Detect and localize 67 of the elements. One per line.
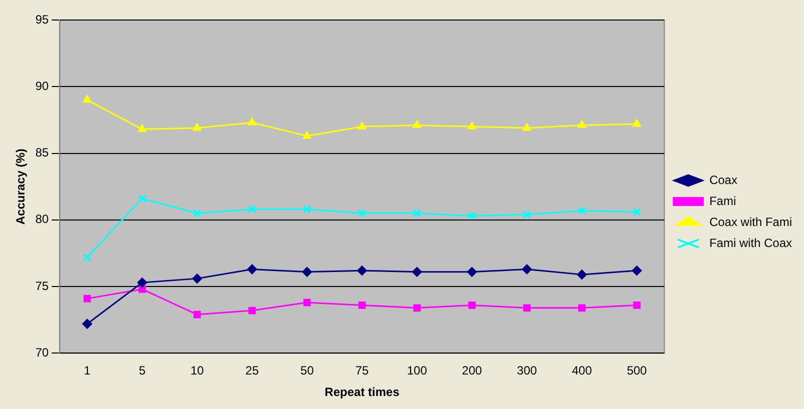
point <box>358 122 366 130</box>
y-tick-label: 85 <box>35 146 50 160</box>
point <box>522 264 532 274</box>
point <box>247 264 258 274</box>
x-tick-label: 10 <box>190 364 204 378</box>
point <box>138 194 146 203</box>
x-tick-label: 5 <box>138 364 146 378</box>
y-axis-title: Accuracy (%) <box>14 148 28 225</box>
point <box>468 212 476 220</box>
point <box>468 122 476 130</box>
legend-label: Fami <box>709 194 736 208</box>
legend-label: Coax <box>709 172 738 187</box>
point <box>577 120 586 128</box>
point <box>192 122 202 131</box>
point <box>302 266 312 277</box>
legend-label: Fami with Coax <box>709 236 792 250</box>
point <box>192 209 202 218</box>
x-tick-label: 1 <box>84 364 91 378</box>
point <box>523 304 531 312</box>
point <box>632 118 642 127</box>
x-tick-label: 100 <box>406 364 428 378</box>
point <box>358 209 366 218</box>
point <box>578 206 586 215</box>
x-tick-label: 50 <box>300 364 314 378</box>
point <box>633 302 641 309</box>
x-tick-label: 400 <box>572 364 592 378</box>
point <box>82 318 92 329</box>
point <box>468 302 476 309</box>
point <box>193 310 201 318</box>
point <box>138 286 146 293</box>
point <box>82 94 92 103</box>
y-tick-label: 80 <box>35 212 50 226</box>
point <box>303 298 311 306</box>
point <box>522 210 532 219</box>
x-tick-label: 25 <box>245 364 260 378</box>
y-tick-label: 75 <box>35 278 50 293</box>
legend-label: Coax with Fami <box>709 214 792 229</box>
point <box>413 304 421 312</box>
point <box>83 253 92 262</box>
point <box>632 208 642 216</box>
point <box>412 120 422 128</box>
x-tick-label: 300 <box>516 364 538 378</box>
x-axis-title: Repeat times <box>324 385 400 400</box>
point <box>302 130 312 139</box>
point <box>357 266 368 276</box>
point <box>412 209 422 218</box>
point <box>248 118 257 126</box>
x-tick-label: 200 <box>462 364 482 378</box>
point <box>466 266 477 277</box>
point <box>137 278 148 288</box>
point <box>138 124 147 132</box>
y-tick-label: 70 <box>35 346 50 360</box>
point <box>192 274 202 284</box>
point <box>412 266 422 277</box>
point <box>84 294 91 302</box>
point <box>578 304 586 312</box>
point <box>302 205 312 214</box>
point <box>632 266 642 276</box>
point <box>248 205 256 214</box>
point <box>248 306 256 314</box>
y-tick-label: 90 <box>35 78 50 93</box>
point <box>358 302 366 309</box>
x-tick-label: 500 <box>626 364 648 378</box>
point <box>576 270 587 280</box>
x-tick-label: 75 <box>355 364 370 378</box>
y-tick-label: 95 <box>35 12 50 26</box>
point <box>522 122 532 131</box>
